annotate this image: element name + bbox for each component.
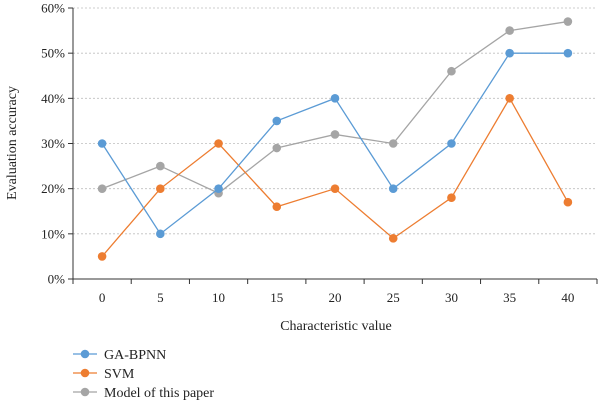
x-tick-label: 20 [329,290,342,305]
legend-marker [80,349,90,359]
data-point [447,66,456,76]
x-axis-title: Characteristic value [280,319,392,334]
data-point [272,143,282,153]
legend-label: GA-BPNN [104,348,166,363]
legend: GA-BPNN SVM Model of this paper [73,348,214,401]
legend-marker [80,387,90,397]
x-tick-label: 25 [387,290,400,305]
data-point [97,139,107,148]
data-point [214,139,223,148]
axes [68,7,598,284]
data-point [156,161,165,171]
data-point [447,193,456,202]
data-point [330,130,340,139]
data-point [272,202,282,212]
y-tick-label: 20% [41,181,65,196]
legend-item: Model of this paper [73,386,214,401]
data-point [330,184,340,193]
y-tick-label: 10% [41,226,65,241]
data-point [388,139,398,148]
data-point [563,197,573,207]
y-tick-label: 30% [41,136,65,151]
data-point [330,94,340,103]
data-point [97,184,107,193]
x-tick-labels: 0 5 10 15 20 25 30 35 40 [99,290,575,305]
data-point [156,229,165,239]
data-point [447,139,456,148]
data-point [505,26,514,35]
data-point [156,184,165,193]
series-line [101,20,568,194]
data-point [563,17,573,26]
x-tick-label: 40 [561,290,574,305]
y-tick-label: 60% [41,1,65,16]
data-point [97,252,107,261]
y-axis-title: Evaluation accuracy [5,86,20,200]
series-svm [97,94,573,261]
y-tick-labels: 0% 10% 20% 30% 40% 50% 60% [41,1,65,287]
x-tick-label: 10 [212,290,225,305]
data-point [388,234,398,243]
series-ga-bpnn [97,48,573,239]
data-point [214,184,223,193]
x-tick-label: 30 [445,290,458,305]
data-point [505,94,514,103]
legend-item: SVM [73,367,135,382]
x-tick-label: 15 [270,290,283,305]
data-point [272,116,282,126]
gridlines [73,7,597,235]
data-point [505,48,514,58]
y-tick-label: 0% [48,272,66,287]
series-model-of-this-paper [97,17,573,198]
data-point [563,48,573,58]
legend-label: SVM [104,367,135,382]
legend-marker [80,368,90,378]
x-tick-label: 35 [503,290,516,305]
y-tick-label: 40% [41,91,65,106]
legend-label: Model of this paper [104,386,214,401]
legend-item: GA-BPNN [73,348,166,363]
y-tick-label: 50% [41,46,65,61]
series-line [101,97,569,257]
series-group [97,17,573,261]
x-tick-label: 0 [99,290,106,305]
x-tick-label: 5 [157,290,164,305]
data-point [388,184,398,193]
